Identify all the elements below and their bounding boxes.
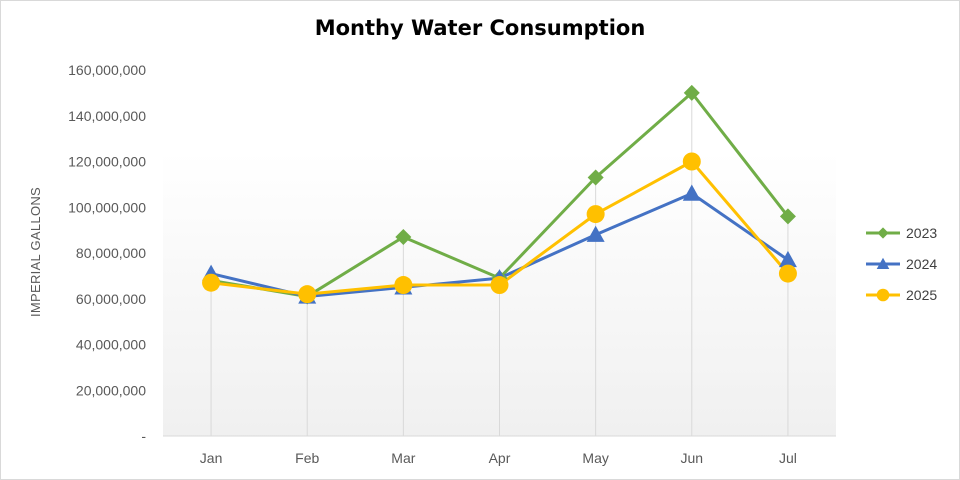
- x-tick-label: Jul: [779, 450, 797, 466]
- legend-label-2025: 2025: [906, 287, 937, 303]
- data-point-2025: [778, 264, 797, 283]
- legend-label-2023: 2023: [906, 225, 937, 241]
- legend-marker-2025: [876, 288, 890, 302]
- data-point-2025: [490, 276, 509, 295]
- x-tick-label: Mar: [391, 450, 415, 466]
- data-point-2025: [682, 152, 701, 171]
- data-point-2023: [683, 84, 700, 101]
- y-tick-label: 160,000,000: [68, 62, 146, 78]
- chart-title: Monthy Water Consumption: [314, 16, 646, 40]
- y-axis-label: IMPERIAL GALLONS: [28, 187, 43, 317]
- y-tick-label: 100,000,000: [68, 199, 146, 215]
- y-tick-label: 40,000,000: [76, 337, 146, 353]
- data-point-2025: [202, 273, 221, 292]
- x-tick-label: Jan: [200, 450, 223, 466]
- x-tick-label: Apr: [489, 450, 511, 466]
- legend-label-2024: 2024: [906, 256, 937, 272]
- data-point-2024: [682, 184, 701, 201]
- y-tick-label: 80,000,000: [76, 245, 146, 261]
- y-tick-label: 140,000,000: [68, 108, 146, 124]
- data-point-2025: [298, 285, 317, 304]
- data-point-2023: [587, 169, 604, 186]
- data-point-2023: [395, 228, 412, 245]
- x-tick-label: Jun: [680, 450, 703, 466]
- data-point-2025: [394, 276, 413, 295]
- y-tick-label: 120,000,000: [68, 154, 146, 170]
- data-point-2023: [779, 208, 796, 225]
- data-point-2025: [586, 205, 605, 224]
- data-point-2024: [586, 225, 605, 242]
- x-tick-label: May: [582, 450, 608, 466]
- y-tick-label: 20,000,000: [76, 382, 146, 398]
- y-tick-label: 60,000,000: [76, 291, 146, 307]
- data-point-2024: [778, 250, 797, 268]
- y-tick-label: -: [141, 428, 146, 444]
- legend-marker-2023: [877, 227, 889, 239]
- x-tick-label: Feb: [295, 450, 319, 466]
- legend-marker-2024: [876, 257, 890, 270]
